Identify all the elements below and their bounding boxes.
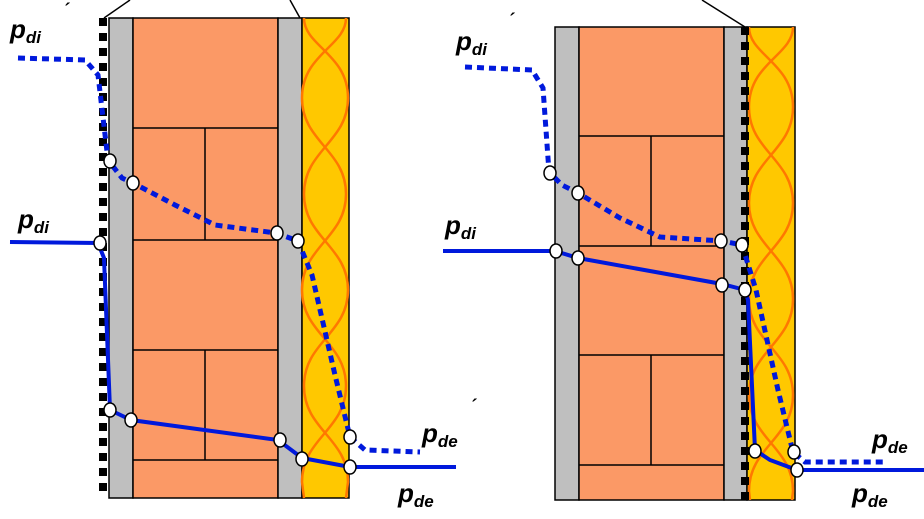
right-brick-joints <box>579 135 724 466</box>
right-saturation-pressure-line <box>464 64 885 465</box>
left-label-pde: pde <box>397 478 434 511</box>
left-insulation-wave-b <box>302 17 350 499</box>
left-label-pdi: pdi <box>17 204 50 237</box>
right-label-pde: pde <box>851 478 888 511</box>
left-inner-plaster <box>108 17 134 499</box>
left-interface-points <box>93 153 357 475</box>
right-wall-diagram: pdi ´ pdi pde pde <box>443 0 924 511</box>
left-saturation-pressure-line <box>17 55 421 455</box>
left-insulation-layer <box>301 17 350 499</box>
right-prime-mark-pdi: ´ <box>508 10 515 30</box>
right-leader-line <box>701 0 746 28</box>
left-label-pdi-prime: pdi <box>9 14 42 47</box>
right-label-pdi-prime: pdi <box>455 26 488 59</box>
right-label-pde-prime: pde <box>871 424 908 457</box>
left-prime-mark-pdi: ´ <box>63 0 70 20</box>
right-insulation-wave-a <box>747 26 795 501</box>
left-leader-line <box>103 0 131 19</box>
left-prime-mark-pde: ´ <box>470 396 477 416</box>
right-outer-plaster <box>723 26 748 501</box>
left-leader-line-right <box>289 0 301 19</box>
left-wall-diagram: pdi ´ pdi pde ´ pde <box>9 0 477 511</box>
right-interface-points <box>543 165 804 478</box>
right-label-pdi: pdi <box>444 210 477 243</box>
left-outer-plaster <box>277 17 303 499</box>
left-label-pde-prime: pde <box>421 418 458 451</box>
